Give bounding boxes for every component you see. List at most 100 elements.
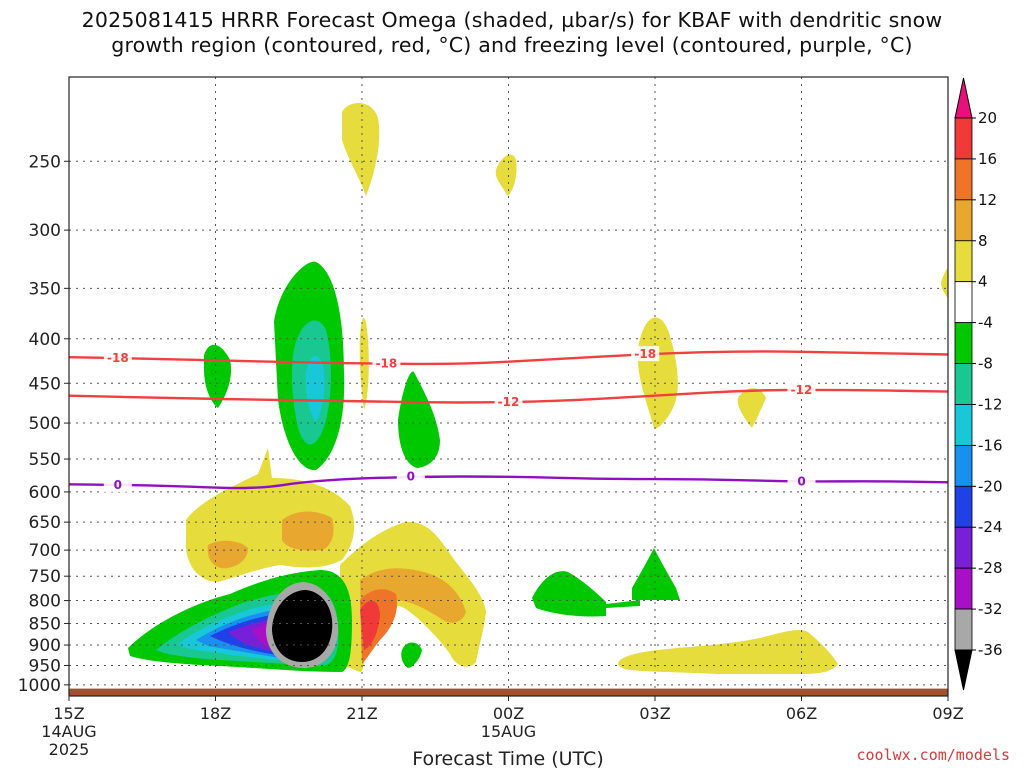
omega-blob	[185, 448, 355, 582]
colorbar-label: -20	[978, 477, 1003, 495]
omega-blob	[360, 568, 466, 640]
omega-blob	[532, 571, 606, 617]
contour-label-bg	[372, 355, 401, 371]
y-tick-label: 550	[29, 450, 61, 470]
colorbar-label: -28	[978, 559, 1003, 577]
colorbar-swatch	[954, 485, 973, 528]
omega-blob	[207, 540, 248, 569]
colorbar-label: -24	[978, 518, 1003, 536]
colorbar-label: 8	[978, 232, 988, 250]
contour-label-bg	[787, 473, 816, 489]
contour-lines: -18 -18 -18 -12 -12 0 0 0	[68, 346, 949, 492]
contour-label: -18	[107, 351, 129, 365]
colorbar-swatch	[954, 526, 973, 569]
omega-blob	[737, 388, 766, 428]
y-tick-label: 750	[29, 567, 61, 587]
contour-label-bg	[787, 381, 816, 397]
chart-title: 2025081415 HRRR Forecast Omega (shaded, …	[0, 8, 1024, 58]
ground-band	[69, 688, 948, 696]
site-credit[interactable]: coolwx.com/models	[856, 746, 1010, 764]
y-tick-label: 850	[29, 614, 61, 634]
colorbar-label: -32	[978, 600, 1003, 618]
omega-blob	[495, 154, 517, 196]
omega-blob	[401, 642, 422, 668]
contour-label-bg	[103, 350, 132, 366]
title-line-2: growth region (contoured, red, °C) and f…	[111, 33, 913, 57]
colorbar-max-arrow	[954, 77, 973, 119]
pressure-axis: 2503003504004505005506006507007508008509…	[18, 152, 69, 696]
colorbar-label: 20	[978, 109, 997, 127]
x-tick-label: 15Z	[53, 704, 84, 723]
omega-blob	[941, 268, 948, 298]
y-tick-label: 950	[29, 656, 61, 676]
omega-blob	[282, 511, 334, 551]
colorbar-label: 16	[978, 150, 997, 168]
y-tick-label: 800	[29, 592, 61, 612]
colorbar-swatch	[954, 158, 973, 201]
y-tick-label: 600	[29, 483, 61, 503]
contour-label: -18	[376, 357, 398, 371]
colorbar-swatch	[954, 281, 973, 324]
colorbar-label: -36	[978, 641, 1003, 659]
colorbar-swatch	[954, 117, 973, 160]
y-tick-label: 700	[29, 541, 61, 561]
omega-blob	[632, 548, 680, 600]
colorbar-swatch	[954, 404, 973, 446]
contour-label-bg	[103, 476, 132, 492]
contour-label-bg	[494, 394, 523, 410]
y-tick-label: 250	[29, 152, 61, 172]
x-tick-label: 06Z	[786, 704, 817, 723]
colorbar-swatch	[954, 444, 973, 487]
contour-label: 0	[114, 478, 122, 492]
contour-label: -12	[791, 383, 813, 397]
contour-label: 0	[407, 469, 415, 483]
omega-blob	[342, 102, 380, 196]
colorbar-label: 4	[978, 273, 988, 291]
x-tick-date: 15AUG	[481, 722, 536, 741]
x-tick-date: 14AUG	[41, 722, 96, 741]
x-tick-label: 18Z	[200, 704, 231, 723]
colorbar-swatch	[954, 567, 973, 610]
omega-blob	[398, 371, 440, 468]
y-tick-label: 1000	[18, 676, 61, 696]
colorbar-swatch	[954, 322, 973, 364]
colorbar-label: -16	[978, 436, 1003, 454]
colorbar-label: -12	[978, 395, 1003, 413]
x-axis-title: Forecast Time (UTC)	[412, 748, 603, 768]
x-tick-year: 2025	[49, 740, 90, 759]
colorbar-label: 12	[978, 191, 997, 209]
colorbar-label: -4	[978, 314, 993, 332]
x-tick-label: 03Z	[639, 704, 670, 723]
ground-surface	[69, 688, 948, 696]
contour-label: 0	[797, 475, 805, 489]
colorbar-swatch	[954, 363, 973, 405]
colorbar-swatch	[954, 199, 973, 242]
y-tick-label: 650	[29, 513, 61, 533]
y-tick-label: 900	[29, 636, 61, 656]
x-tick-label: 09Z	[932, 704, 963, 723]
omega-blob	[272, 590, 333, 662]
colorbar-swatch	[954, 240, 973, 283]
y-tick-label: 350	[29, 279, 61, 299]
contour-freezing-level	[68, 475, 949, 490]
omega-blob	[360, 600, 380, 650]
contour-label-bg	[631, 346, 660, 362]
y-tick-label: 500	[29, 414, 61, 434]
y-tick-label: 400	[29, 330, 61, 350]
omega-shading	[128, 102, 948, 674]
x-tick-label: 21Z	[346, 704, 377, 723]
y-tick-label: 300	[29, 221, 61, 241]
omega-blob	[305, 355, 325, 422]
x-tick-label: 00Z	[493, 704, 524, 723]
contour-isotherm	[68, 350, 949, 366]
contour-label-bg	[396, 468, 425, 484]
colorbar-swatch	[954, 608, 973, 651]
omega-blob	[637, 317, 678, 429]
title-line-1: 2025081415 HRRR Forecast Omega (shaded, …	[81, 8, 943, 32]
y-tick-label: 450	[29, 374, 61, 394]
contour-label: -12	[498, 395, 520, 409]
omega-blob	[618, 630, 838, 674]
colorbar: 20 16 12 8 4 -4 -8 -12 -16 -20 -24 -28 -32 -36	[954, 77, 1003, 691]
